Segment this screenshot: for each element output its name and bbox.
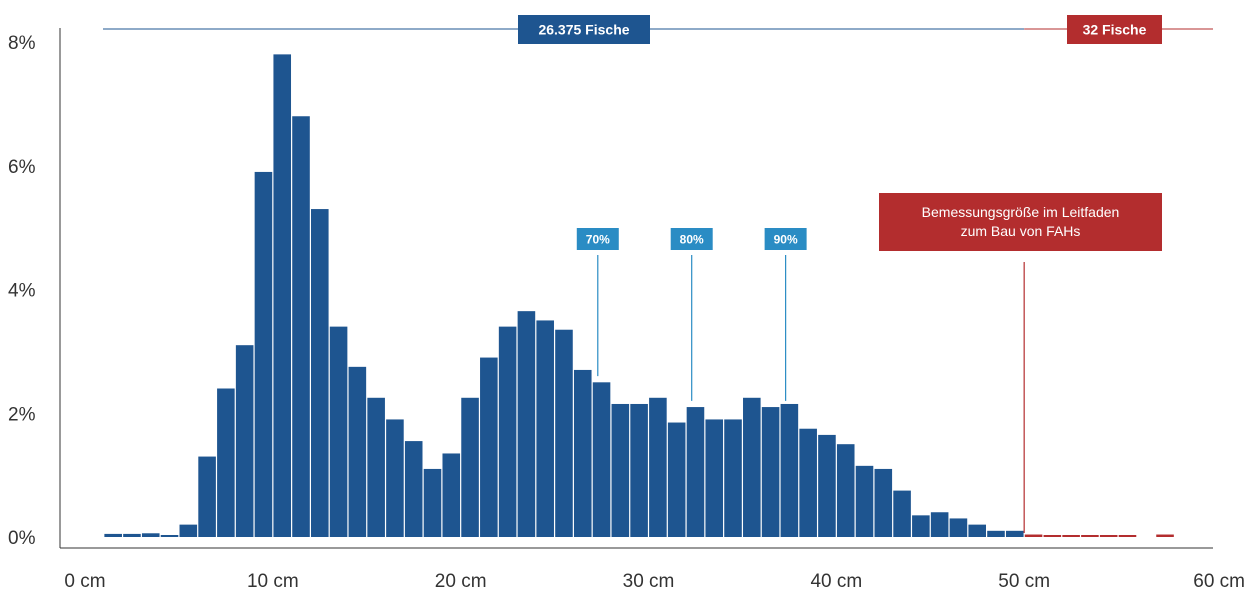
histogram-bar xyxy=(855,465,874,537)
x-tick-label: 10 cm xyxy=(247,571,299,590)
histogram-bar xyxy=(517,311,536,537)
y-tick-label: 0% xyxy=(8,528,36,549)
histogram-bar xyxy=(592,382,611,537)
histogram-bar xyxy=(930,512,949,537)
histogram-bar xyxy=(649,397,667,537)
y-tick-labels: 0% 2% 4% 6% 8% xyxy=(8,33,36,549)
histogram-bar xyxy=(367,397,385,537)
histogram-bar xyxy=(893,490,911,537)
histogram-bar xyxy=(123,533,141,537)
x-tick-label: 50 cm xyxy=(998,571,1050,590)
histogram-bar xyxy=(1062,535,1080,537)
histogram-bar xyxy=(686,407,705,537)
percentile-marker-box xyxy=(670,228,713,250)
histogram-bar xyxy=(987,530,1005,537)
y-tick-label: 2% xyxy=(8,404,36,425)
percentile-marker-box xyxy=(576,228,619,250)
histogram-bar xyxy=(235,345,254,537)
x-tick-label: 0 cm xyxy=(64,571,105,590)
histogram-bar xyxy=(555,329,573,537)
percentile-marker-box xyxy=(764,228,807,250)
histogram-bar xyxy=(780,403,799,537)
histogram-bar xyxy=(705,419,724,537)
histogram-bar xyxy=(386,419,404,537)
histogram-bar xyxy=(273,54,292,537)
x-tick-label: 40 cm xyxy=(810,571,862,590)
histogram-bars xyxy=(104,54,1174,537)
histogram-bar xyxy=(724,419,742,537)
histogram-bar xyxy=(1005,530,1024,537)
threshold-label-line: Bemessungsgröße im Leitfaden xyxy=(922,204,1120,220)
y-tick-label: 4% xyxy=(8,281,36,302)
group-count-lines: 26.375 Fische 32 Fische xyxy=(103,15,1213,44)
histogram-bar xyxy=(311,209,329,537)
histogram-bar xyxy=(761,407,780,537)
histogram-bar xyxy=(949,518,968,537)
histogram-bar xyxy=(480,357,498,537)
y-tick-label: 8% xyxy=(8,33,36,54)
percentile-markers: 70% 80% 90% xyxy=(576,228,807,401)
histogram-bar xyxy=(818,434,836,537)
histogram-bar xyxy=(198,456,216,537)
histogram-bar xyxy=(630,403,648,537)
histogram-bar xyxy=(573,369,592,537)
main-group-label-box xyxy=(518,15,650,44)
threshold-label-line: zum Bau von FAHs xyxy=(961,223,1081,239)
threshold-annotation: Bemessungsgröße im Leitfaden zum Bau von … xyxy=(879,193,1162,533)
y-tick-label: 6% xyxy=(8,157,36,178)
histogram-bar xyxy=(217,388,235,537)
histogram-bar xyxy=(536,320,554,537)
percentile-marker-label: 70% xyxy=(586,233,610,247)
x-tick-labels: 0 cm 10 cm 20 cm 30 cm 40 cm 50 cm 60 cm xyxy=(64,571,1245,590)
histogram-bar xyxy=(461,397,479,537)
histogram-bar xyxy=(1156,534,1174,537)
histogram-bar xyxy=(912,515,930,537)
histogram-bar xyxy=(743,397,761,537)
histogram-bar xyxy=(348,366,367,537)
histogram-bar xyxy=(611,403,630,537)
main-group-label: 26.375 Fische xyxy=(538,22,629,38)
percentile-marker-label: 90% xyxy=(774,233,798,247)
histogram-bar xyxy=(874,468,893,537)
histogram-bar xyxy=(836,444,855,537)
histogram-bar xyxy=(498,326,517,537)
histogram-bar xyxy=(968,524,986,537)
histogram-bar xyxy=(254,171,273,537)
histogram-bar xyxy=(1024,534,1043,537)
histogram-bar xyxy=(141,533,160,537)
histogram-bar xyxy=(1043,535,1062,537)
histogram-bar xyxy=(104,533,122,537)
histogram-bar xyxy=(667,422,686,537)
histogram-bar xyxy=(423,468,442,537)
x-tick-label: 60 cm xyxy=(1193,571,1245,590)
axes xyxy=(59,28,1213,549)
threshold-label-box xyxy=(879,193,1162,251)
x-tick-label: 30 cm xyxy=(623,571,675,590)
histogram-bar xyxy=(329,326,348,537)
histogram-bar xyxy=(160,535,179,537)
x-tick-label: 20 cm xyxy=(435,571,487,590)
histogram-bar xyxy=(799,428,817,537)
histogram-bar xyxy=(1081,535,1099,537)
histogram-bar xyxy=(292,116,310,537)
histogram-bar xyxy=(404,441,423,537)
tail-group-label: 32 Fische xyxy=(1083,22,1147,38)
histogram-bar xyxy=(1118,535,1137,537)
histogram-bar xyxy=(1099,535,1118,537)
histogram-bar xyxy=(179,524,198,537)
histogram-bar xyxy=(442,453,461,537)
tail-group-label-box xyxy=(1067,15,1162,44)
percentile-marker-label: 80% xyxy=(680,233,704,247)
